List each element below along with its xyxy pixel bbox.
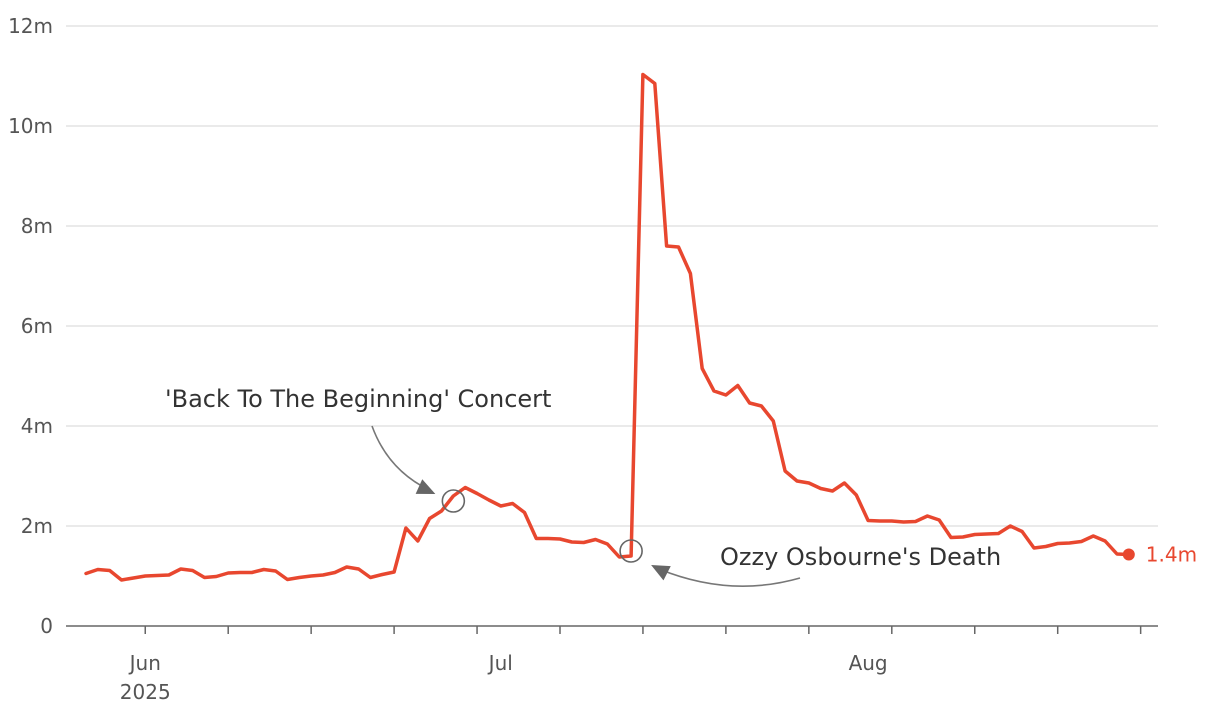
x-tick-label: Jul [487,651,513,675]
y-tick-label: 0 [40,614,53,638]
series: 1.4m [84,72,1197,582]
series-end-point [1122,548,1135,561]
series-end-label: 1.4m [1146,543,1197,567]
annotation-label: 'Back To The Beginning' Concert [165,385,551,413]
annotation-arrow [371,425,430,491]
annotation-arrow [658,568,801,587]
y-tick-label: 4m [21,414,53,438]
x-tick-label: Jun [128,651,161,675]
annotations: 'Back To The Beginning' Concert Ozzy Osbo… [165,385,1001,587]
x-tick-label: Aug [849,651,888,675]
annotation-arrowhead [415,479,436,494]
annotation-marker [619,539,643,563]
series-line [84,72,1131,582]
annotation-arrowhead [651,565,671,581]
y-tick-label: 12m [8,14,53,38]
x-axis: Jun 2025 Jul Aug [66,625,1158,704]
x-tick-sublabel: 2025 [120,680,171,704]
gridlines [66,25,1158,527]
y-tick-label: 6m [21,314,53,338]
annotation-label: Ozzy Osbourne's Death [720,543,1001,571]
y-tick-label: 10m [8,114,53,138]
y-tick-label: 8m [21,214,53,238]
y-tick-label: 2m [21,514,53,538]
annotation-marker [441,489,466,513]
y-axis: 0 2m 4m 6m 8m 10m 12m [8,14,53,638]
